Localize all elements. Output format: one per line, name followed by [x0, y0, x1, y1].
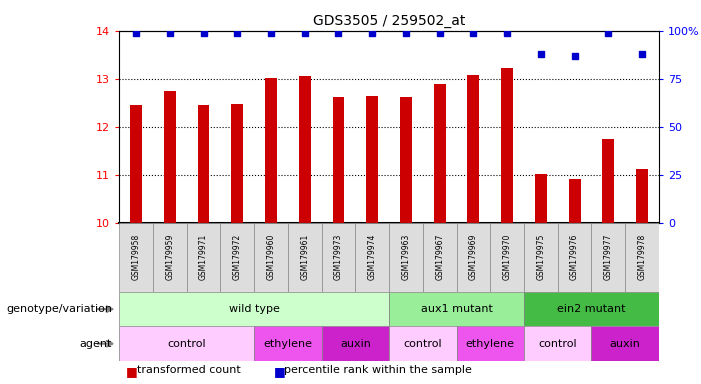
- Bar: [558, 223, 592, 292]
- Bar: [535, 174, 547, 223]
- Bar: [367, 96, 378, 223]
- Text: GSM179972: GSM179972: [233, 234, 242, 280]
- Bar: [423, 223, 456, 292]
- Bar: [164, 91, 176, 223]
- Bar: [389, 223, 423, 292]
- Bar: [456, 223, 490, 292]
- Bar: [389, 292, 524, 326]
- Bar: [456, 326, 524, 361]
- Bar: [254, 326, 322, 361]
- Text: GSM179971: GSM179971: [199, 234, 208, 280]
- Text: ethylene: ethylene: [264, 339, 313, 349]
- Text: genotype/variation: genotype/variation: [6, 304, 112, 314]
- Bar: [389, 326, 456, 361]
- Bar: [231, 104, 243, 223]
- Text: GSM179975: GSM179975: [536, 234, 545, 280]
- Bar: [322, 326, 389, 361]
- Text: auxin: auxin: [610, 339, 641, 349]
- Text: wild type: wild type: [229, 304, 280, 314]
- Text: GSM179973: GSM179973: [334, 234, 343, 280]
- Text: percentile rank within the sample: percentile rank within the sample: [284, 365, 472, 375]
- Bar: [119, 326, 254, 361]
- Text: GSM179960: GSM179960: [266, 234, 275, 280]
- Text: GSM179969: GSM179969: [469, 234, 478, 280]
- Bar: [592, 326, 659, 361]
- Bar: [637, 169, 648, 223]
- Bar: [322, 223, 355, 292]
- Bar: [265, 78, 277, 223]
- Text: auxin: auxin: [340, 339, 371, 349]
- Text: GSM179974: GSM179974: [368, 234, 376, 280]
- Bar: [524, 292, 659, 326]
- Text: GSM179959: GSM179959: [165, 234, 175, 280]
- Title: GDS3505 / 259502_at: GDS3505 / 259502_at: [313, 14, 465, 28]
- Bar: [220, 223, 254, 292]
- Bar: [254, 223, 288, 292]
- Text: ethylene: ethylene: [465, 339, 515, 349]
- Bar: [592, 223, 625, 292]
- Text: GSM179967: GSM179967: [435, 234, 444, 280]
- Bar: [524, 326, 592, 361]
- Text: GSM179970: GSM179970: [503, 234, 512, 280]
- Text: ■: ■: [126, 365, 138, 378]
- Bar: [119, 292, 389, 326]
- Bar: [434, 84, 446, 223]
- Text: aux1 mutant: aux1 mutant: [421, 304, 493, 314]
- Bar: [468, 75, 479, 223]
- Text: agent: agent: [80, 339, 112, 349]
- Bar: [198, 105, 210, 223]
- Bar: [332, 97, 344, 223]
- Text: GSM179963: GSM179963: [402, 234, 410, 280]
- Bar: [524, 223, 558, 292]
- Text: GSM179958: GSM179958: [132, 234, 140, 280]
- Text: GSM179976: GSM179976: [570, 234, 579, 280]
- Text: GSM179977: GSM179977: [604, 234, 613, 280]
- Text: control: control: [168, 339, 206, 349]
- Text: ein2 mutant: ein2 mutant: [557, 304, 626, 314]
- Bar: [153, 223, 186, 292]
- Bar: [602, 139, 614, 223]
- Text: control: control: [404, 339, 442, 349]
- Bar: [400, 97, 411, 223]
- Bar: [130, 105, 142, 223]
- Bar: [355, 223, 389, 292]
- Bar: [501, 68, 513, 223]
- Bar: [119, 223, 153, 292]
- Bar: [625, 223, 659, 292]
- Bar: [288, 223, 322, 292]
- Text: control: control: [538, 339, 577, 349]
- Text: GSM179978: GSM179978: [638, 234, 646, 280]
- Text: ■: ■: [273, 365, 285, 378]
- Text: transformed count: transformed count: [137, 365, 240, 375]
- Bar: [186, 223, 220, 292]
- Bar: [490, 223, 524, 292]
- Bar: [569, 179, 580, 223]
- Bar: [299, 76, 311, 223]
- Text: GSM179961: GSM179961: [300, 234, 309, 280]
